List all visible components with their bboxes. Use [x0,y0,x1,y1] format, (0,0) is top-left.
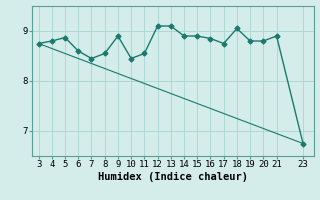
X-axis label: Humidex (Indice chaleur): Humidex (Indice chaleur) [98,172,248,182]
